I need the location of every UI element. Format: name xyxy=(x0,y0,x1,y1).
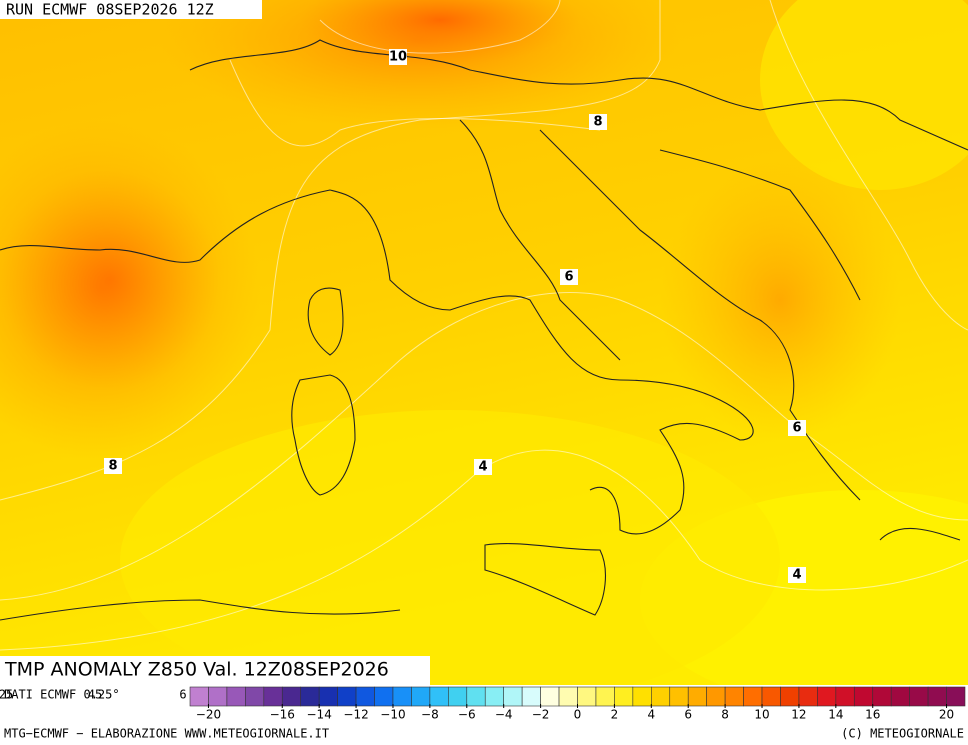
colorbar-swatch xyxy=(411,686,431,707)
colorbar-swatch xyxy=(521,686,541,707)
colorbar-tick-label: −8 xyxy=(421,708,439,722)
map-title: TMP ANOMALY Z850 Val. 12Z08SEP2026 xyxy=(4,659,389,681)
colorbar-swatch xyxy=(946,686,966,707)
colorbar-tick-label: 0 xyxy=(574,708,582,722)
colorbar-swatch xyxy=(780,686,800,707)
contour-label: 8 xyxy=(108,459,117,474)
colorbar-swatch xyxy=(392,686,412,707)
colorbar-swatch xyxy=(890,686,910,707)
colorbar-swatch xyxy=(872,686,892,707)
contour-label-bg xyxy=(788,567,806,583)
contour-label: 6 xyxy=(564,270,573,285)
colorbar-swatch xyxy=(853,686,874,707)
contour-label-bg xyxy=(560,269,578,285)
colorbar-tick-label: −6 xyxy=(458,708,476,722)
colorbar-tick-label: 20 xyxy=(939,708,954,722)
colorbar-swatch xyxy=(558,686,578,707)
contour-label: 4 xyxy=(792,568,801,583)
colorbar-tick-label: 14 xyxy=(828,708,843,722)
colorbar-tick-label: 8 xyxy=(721,708,729,722)
footer-left: MTG−ECMWF − ELABORAZIONE WWW.METEOGIORNA… xyxy=(4,727,329,741)
colorbar-tick-label: −10 xyxy=(380,708,405,722)
colorbar-swatch xyxy=(577,686,597,707)
colorbar-swatch xyxy=(189,686,209,707)
colorbar-swatch xyxy=(687,686,707,707)
axis-fragment: 6 xyxy=(179,688,186,702)
colorbar-swatch xyxy=(761,686,781,707)
colorbar-swatch xyxy=(263,686,283,707)
colorbar-swatch xyxy=(448,686,468,707)
contour-label-bg xyxy=(788,420,806,436)
title-box xyxy=(0,656,430,685)
colorbar-swatch xyxy=(632,686,652,707)
map xyxy=(0,0,968,710)
colorbar-swatch xyxy=(484,686,504,707)
colorbar-swatch xyxy=(595,686,615,707)
colorbar-swatch xyxy=(798,686,818,707)
contour-label-bg xyxy=(589,114,607,130)
colorbar-swatch xyxy=(300,686,320,707)
colorbar-tick-label: −2 xyxy=(532,708,550,722)
colorbar-swatch xyxy=(429,686,449,707)
colorbar-swatch xyxy=(374,686,394,707)
colorbar-tick-label: −14 xyxy=(307,708,332,722)
colorbar-swatch xyxy=(909,686,929,707)
colorbar-swatch xyxy=(208,686,228,707)
colorbar-swatch xyxy=(281,686,302,707)
colorbar-swatch xyxy=(355,686,375,707)
axis-fragment: 45 xyxy=(88,688,102,702)
colorbar-swatch xyxy=(226,686,246,707)
colorbar-swatch xyxy=(669,686,689,707)
colorbar-swatch xyxy=(466,686,486,707)
colorbar-tick-label: 2 xyxy=(611,708,619,722)
colorbar-tick-label: −4 xyxy=(495,708,513,722)
contour-label: 10 xyxy=(389,50,407,65)
contour-label-bg xyxy=(474,459,492,475)
colorbar-swatch xyxy=(835,686,855,707)
colorbar-swatch xyxy=(540,686,560,707)
axis-fragment: 25 xyxy=(0,688,13,702)
contour-label: 6 xyxy=(792,421,801,436)
colorbar-tick-label: 6 xyxy=(684,708,692,722)
run-label: RUN ECMWF 08SEP2026 12Z xyxy=(6,1,214,19)
contour-label-bg xyxy=(389,49,407,65)
colorbar-swatch xyxy=(503,686,523,707)
colorbar-tick-label: −20 xyxy=(196,708,221,722)
colorbar-tick-label: 16 xyxy=(865,708,880,722)
colorbar-swatch xyxy=(614,686,634,707)
contour-label: 8 xyxy=(593,115,602,130)
colorbar-swatch xyxy=(337,686,357,707)
colorbar-tick-label: −16 xyxy=(270,708,295,722)
header-box xyxy=(0,0,262,19)
colorbar-tick-label: 12 xyxy=(791,708,806,722)
colorbar-swatch xyxy=(724,686,744,707)
colorbar-tick-label: −12 xyxy=(343,708,368,722)
colorbar-swatch xyxy=(927,686,947,707)
colorbar-swatch xyxy=(743,686,763,707)
colorbar-tick-label: 10 xyxy=(754,708,769,722)
colorbar-swatch xyxy=(651,686,671,707)
contour-label-bg xyxy=(104,458,122,474)
colorbar-swatch xyxy=(245,686,265,707)
contour-label: 4 xyxy=(478,460,487,475)
colorbar-swatch xyxy=(318,686,338,707)
colorbar-tick-label: 4 xyxy=(647,708,655,722)
colorbar-swatch xyxy=(817,686,837,707)
footer-right: (C) METEOGIORNALE xyxy=(841,727,964,741)
source-label: DATI ECMWF 0.25° xyxy=(4,688,120,702)
colorbar-swatch xyxy=(706,686,726,707)
